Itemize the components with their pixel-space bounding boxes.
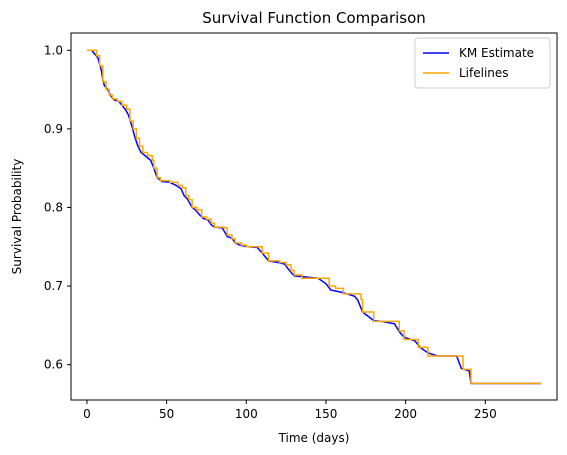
x-axis: 0 50 100 150 200 250 <box>83 400 497 421</box>
y-axis-label: Survival Probability <box>10 159 24 275</box>
x-tick-label: 0 <box>83 407 91 421</box>
y-tick-label: 0.7 <box>44 279 63 293</box>
legend: KM Estimate Lifelines <box>414 37 551 89</box>
plot-frame <box>70 32 558 401</box>
x-tick-label: 250 <box>474 407 497 421</box>
plot-area <box>86 49 542 385</box>
y-tick-label: 0.8 <box>44 200 63 214</box>
y-axis: 0.6 0.7 0.8 0.9 1.0 <box>44 43 71 372</box>
x-tick-label: 50 <box>159 407 174 421</box>
x-tick-label: 200 <box>394 407 417 421</box>
series-line-lifelines <box>86 49 542 385</box>
x-tick-label: 100 <box>235 407 258 421</box>
y-tick-label: 0.9 <box>44 122 63 136</box>
legend-label-lifelines: Lifelines <box>459 66 509 80</box>
legend-label-km-estimate: KM Estimate <box>459 46 534 60</box>
y-tick-label: 0.6 <box>44 358 63 372</box>
chart-title: Survival Function Comparison <box>202 9 426 27</box>
series-line-km-estimate <box>86 49 542 385</box>
legend-box <box>414 37 551 89</box>
x-tick-label: 150 <box>314 407 337 421</box>
x-axis-label: Time (days) <box>278 431 350 445</box>
y-tick-label: 1.0 <box>44 43 63 57</box>
